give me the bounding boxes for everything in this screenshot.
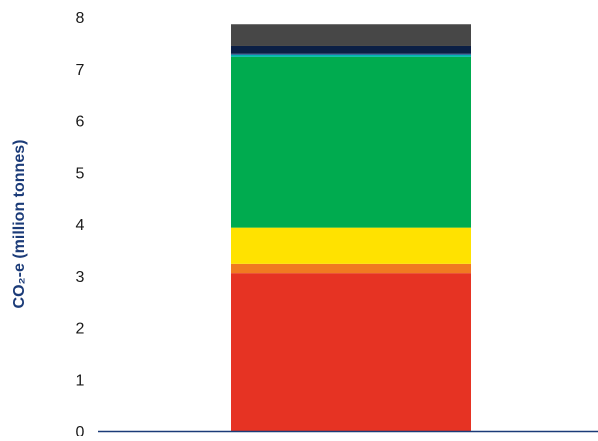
y-axis-ticks: 0 1 2 3 4 5 6 7 8	[76, 10, 85, 441]
bar-segment	[231, 263, 471, 274]
y-tick-label: 5	[76, 165, 85, 182]
y-tick-label: 3	[76, 269, 85, 286]
y-tick-label: 0	[76, 424, 85, 436]
bar-segment	[231, 53, 471, 55]
y-tick-label: 7	[76, 62, 85, 79]
y-tick-label: 8	[76, 10, 85, 27]
y-tick-label: 4	[76, 217, 85, 234]
y-axis-label: CO₂-e (million tonnes)	[11, 140, 28, 309]
bar-segment	[231, 54, 471, 57]
stacked-bar	[231, 24, 471, 431]
y-tick-label: 1	[76, 372, 85, 389]
bar-segment	[231, 56, 471, 228]
bar-segment	[231, 227, 471, 264]
bar-segment	[231, 24, 471, 46]
bar-segment	[231, 273, 471, 431]
y-tick-label: 2	[76, 321, 85, 338]
bar-segment	[231, 45, 471, 54]
y-tick-label: 6	[76, 114, 85, 131]
